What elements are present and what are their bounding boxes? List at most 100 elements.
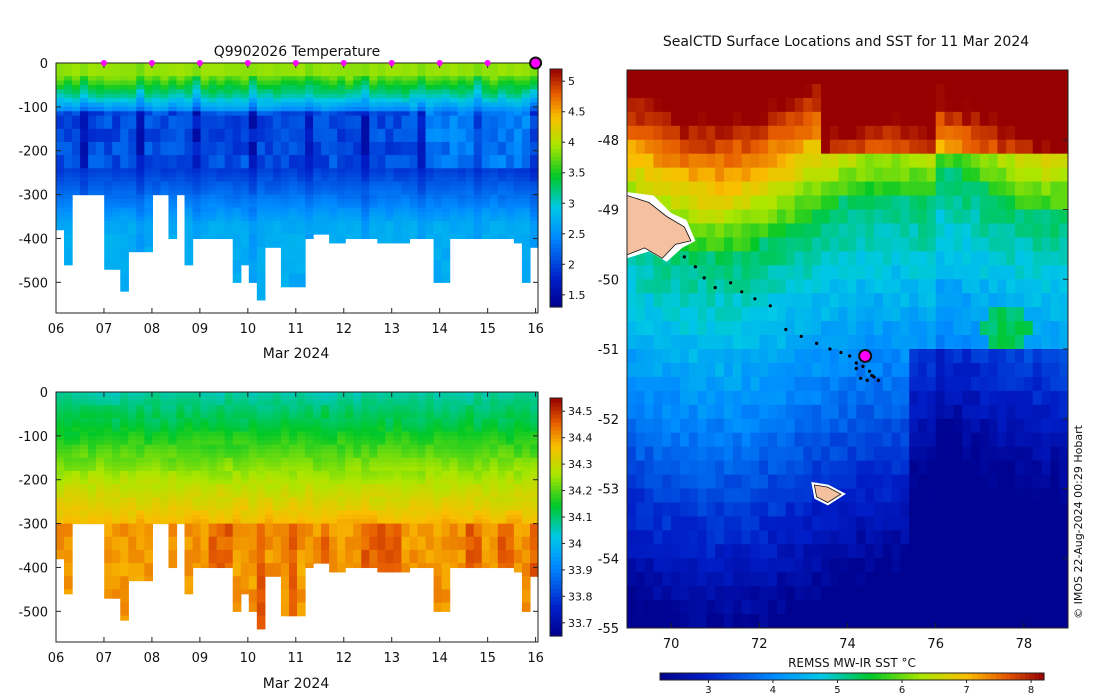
heatmap-cell (425, 137, 435, 143)
heatmap-cell (192, 462, 202, 468)
heatmap-cell (505, 527, 515, 533)
heatmap-cell (120, 212, 129, 218)
heatmap-cell (393, 527, 403, 533)
heatmap-cell (80, 128, 89, 134)
heatmap-cell (441, 247, 451, 253)
heatmap-cell (409, 510, 419, 516)
heatmap-cell (176, 492, 186, 498)
heatmap-cell (112, 536, 121, 542)
heatmap-cell (473, 71, 483, 77)
heatmap-cell (305, 563, 314, 569)
heatmap-cell (305, 514, 314, 520)
heatmap-cell (208, 422, 218, 428)
heatmap-cell (465, 155, 475, 161)
heatmap-cell (216, 194, 226, 200)
heatmap-cell (288, 255, 298, 261)
heatmap-cell (280, 194, 290, 200)
heatmap-cell (224, 427, 234, 433)
heatmap-cell (313, 418, 322, 424)
heatmap-cell (80, 111, 89, 117)
heatmap-cell (240, 466, 250, 472)
heatmap-cell (160, 115, 170, 121)
heatmap-cell (433, 194, 443, 200)
heatmap-cell (297, 510, 306, 516)
heatmap-cell (393, 71, 403, 77)
heatmap-cell (417, 444, 427, 450)
heatmap-cell (457, 63, 467, 68)
heatmap-cell (321, 514, 330, 520)
heatmap-cell (176, 453, 186, 459)
heatmap-cell (80, 422, 89, 428)
heatmap-cell (297, 150, 306, 156)
heatmap-cell (128, 220, 137, 226)
heatmap-cell (144, 146, 153, 152)
heatmap-cell (200, 409, 210, 415)
heatmap-cell (152, 396, 162, 402)
heatmap-cell (272, 137, 282, 143)
heatmap-cell (144, 190, 153, 196)
heatmap-cell (345, 413, 354, 419)
heatmap-cell (152, 63, 162, 68)
heatmap-cell (264, 76, 274, 82)
heatmap-cell (144, 194, 153, 200)
heatmap-cell (393, 163, 403, 169)
heatmap-cell (369, 194, 378, 200)
heatmap-cell (216, 111, 226, 117)
heatmap-cell (144, 106, 153, 112)
heatmap-cell (505, 128, 515, 134)
heatmap-cell (264, 510, 274, 516)
heatmap-cell (505, 392, 515, 397)
heatmap-cell (280, 133, 290, 139)
heatmap-cell (497, 155, 507, 161)
heatmap-cell (96, 63, 105, 68)
heatmap-cell (513, 392, 523, 397)
heatmap-cell (72, 519, 81, 525)
heatmap-cell (489, 462, 499, 468)
heatmap-cell (465, 159, 475, 165)
heatmap-cell (497, 177, 507, 183)
heatmap-cell (176, 519, 186, 525)
heatmap-cell (56, 392, 65, 397)
heatmap-cell (200, 225, 210, 231)
heatmap-cell (513, 93, 523, 99)
heatmap-cell (248, 150, 258, 156)
heatmap-cell (497, 181, 507, 187)
heatmap-cell (120, 172, 129, 178)
heatmap-cell (297, 181, 306, 187)
heatmap-cell (377, 225, 386, 231)
heatmap-cell (417, 229, 427, 235)
x-tick-label: 07 (96, 322, 113, 337)
heatmap-cell (321, 527, 330, 533)
heatmap-cell (232, 141, 242, 147)
heatmap-cell (200, 449, 210, 455)
heatmap-cell (192, 216, 202, 222)
heatmap-cell (264, 172, 274, 178)
heatmap-cell (264, 155, 274, 161)
heatmap-cell (345, 435, 354, 441)
heatmap-cell (224, 532, 234, 538)
heatmap-cell (417, 63, 427, 68)
heatmap-cell (264, 545, 274, 551)
heatmap-cell (489, 523, 499, 529)
heatmap-cell (280, 545, 290, 551)
heatmap-cell (272, 470, 282, 476)
heatmap-cell (112, 413, 121, 419)
heatmap-cell (208, 212, 218, 218)
heatmap-cell (152, 519, 162, 525)
heatmap-cell (361, 106, 370, 112)
heatmap-cell (385, 76, 394, 82)
heatmap-cell (264, 80, 274, 86)
heatmap-cell (441, 102, 451, 108)
heatmap-cell (481, 563, 491, 569)
heatmap-cell (256, 269, 266, 275)
heatmap-cell (305, 80, 314, 86)
heatmap-cell (72, 84, 81, 90)
heatmap-cell (64, 76, 73, 82)
heatmap-cell (56, 190, 65, 196)
heatmap-cell (64, 190, 73, 196)
heatmap-cell (441, 558, 451, 564)
heatmap-cell (272, 479, 282, 485)
heatmap-cell (489, 150, 499, 156)
heatmap-cell (465, 111, 475, 117)
heatmap-cell (240, 247, 250, 253)
